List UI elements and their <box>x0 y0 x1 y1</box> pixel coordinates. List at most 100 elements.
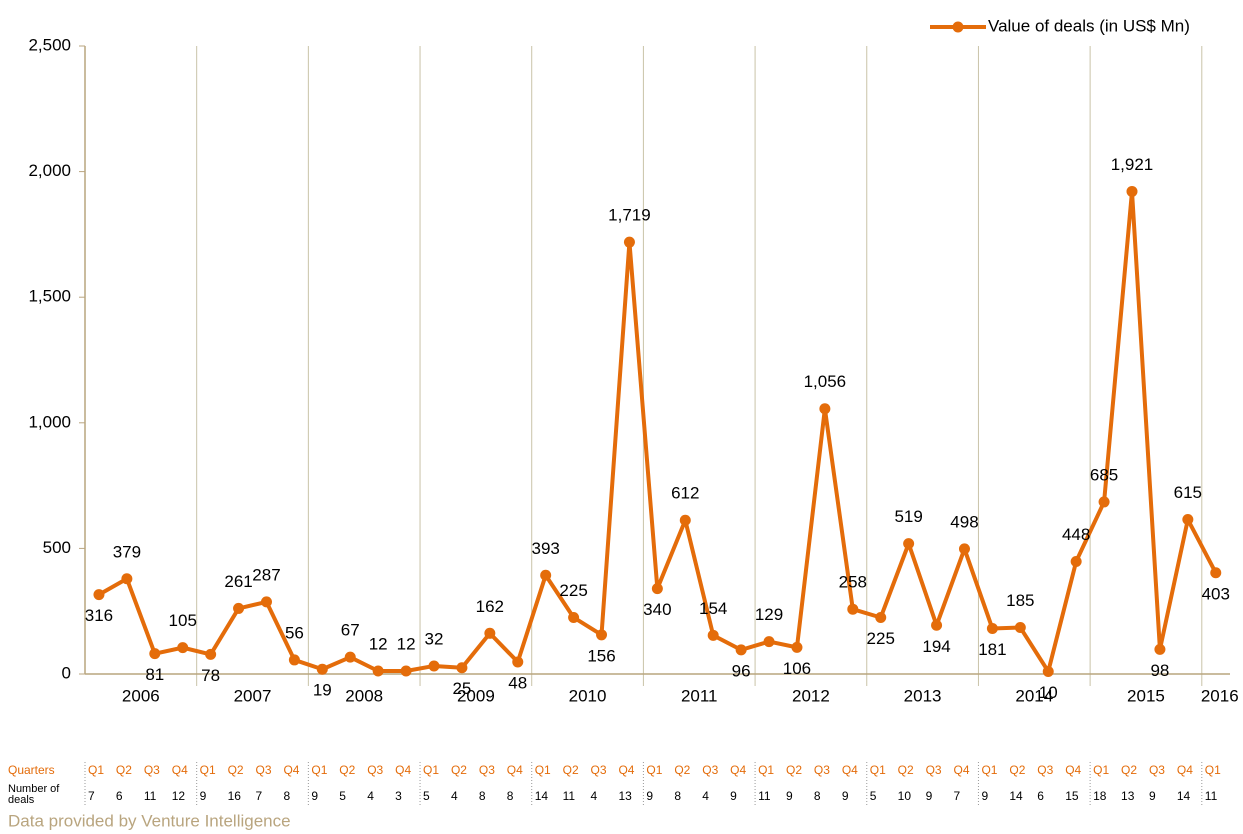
x-year-label: 2012 <box>792 686 830 705</box>
data-point <box>986 623 998 635</box>
data-label: 98 <box>1150 661 1169 680</box>
data-label: 105 <box>169 611 197 630</box>
table-row-label: Quarters <box>8 763 55 777</box>
data-label: 225 <box>867 629 895 648</box>
data-label: 19 <box>313 681 332 700</box>
data-point <box>679 514 691 526</box>
data-point <box>93 589 105 601</box>
table-deals: 14 <box>535 789 549 803</box>
table-deals: 5 <box>339 789 346 803</box>
data-label: 12 <box>369 634 388 653</box>
legend-label: Value of deals (in US$ Mn) <box>988 16 1190 35</box>
data-label: 81 <box>145 665 164 684</box>
table-quarter: Q1 <box>423 763 439 777</box>
data-point <box>149 648 161 660</box>
table-quarter: Q1 <box>981 763 997 777</box>
data-point <box>316 663 328 675</box>
table-quarter: Q1 <box>1093 763 1109 777</box>
table-quarter: Q3 <box>1037 763 1053 777</box>
data-point <box>651 583 663 595</box>
data-label: 106 <box>783 659 811 678</box>
data-point <box>177 642 189 654</box>
data-label: 25 <box>452 679 471 698</box>
data-point <box>735 644 747 656</box>
data-point <box>484 627 496 639</box>
data-label: 10 <box>1039 683 1058 702</box>
legend-marker <box>952 21 964 33</box>
table-quarter: Q1 <box>311 763 327 777</box>
data-label: 379 <box>113 542 141 561</box>
data-point <box>456 662 468 674</box>
table-quarter: Q1 <box>646 763 662 777</box>
table-quarter: Q1 <box>758 763 774 777</box>
data-label: 1,719 <box>608 206 651 225</box>
table-quarter: Q2 <box>451 763 467 777</box>
data-label: 519 <box>894 507 922 526</box>
table-quarter: Q2 <box>1009 763 1025 777</box>
y-tick-label: 1,500 <box>28 287 71 306</box>
data-point <box>763 636 775 648</box>
data-point <box>1014 622 1026 634</box>
data-point <box>707 629 719 641</box>
table-deals: 5 <box>423 789 430 803</box>
table-deals: 4 <box>591 789 598 803</box>
table-quarter: Q3 <box>591 763 607 777</box>
data-point <box>875 611 887 623</box>
x-year-label: 2011 <box>681 686 718 705</box>
table-quarter: Q1 <box>535 763 551 777</box>
data-point <box>1210 567 1222 579</box>
data-point <box>512 656 524 668</box>
data-label: 12 <box>397 634 416 653</box>
x-year-label: 2010 <box>569 686 607 705</box>
table-deals: 11 <box>1205 789 1218 803</box>
y-tick-label: 2,500 <box>28 35 71 54</box>
data-label: 258 <box>839 573 867 592</box>
table-quarter: Q2 <box>563 763 579 777</box>
x-year-label: 2007 <box>234 686 272 705</box>
table-quarter: Q1 <box>88 763 104 777</box>
table-deals: 7 <box>88 789 95 803</box>
table-deals: 3 <box>395 789 402 803</box>
data-point <box>1182 514 1194 526</box>
data-label: 1,056 <box>804 372 847 391</box>
table-quarter: Q1 <box>870 763 886 777</box>
table-deals: 8 <box>479 789 486 803</box>
table-quarter: Q3 <box>479 763 495 777</box>
data-label: 316 <box>85 606 113 625</box>
data-point <box>205 648 217 660</box>
table-deals: 8 <box>507 789 514 803</box>
table-deals: 4 <box>702 789 709 803</box>
table-quarter: Q2 <box>674 763 690 777</box>
table-quarter: Q2 <box>339 763 355 777</box>
data-label: 287 <box>252 565 280 584</box>
data-point <box>372 665 384 677</box>
table-deals: 9 <box>200 789 207 803</box>
data-point <box>819 403 831 415</box>
data-point <box>428 660 440 672</box>
table-quarter: Q3 <box>926 763 942 777</box>
table-deals: 13 <box>618 789 632 803</box>
data-point <box>931 619 943 631</box>
table-deals: 10 <box>898 789 912 803</box>
table-deals: 8 <box>283 789 290 803</box>
table-quarter: Q3 <box>814 763 830 777</box>
x-year-label: 2014 <box>1015 686 1053 705</box>
table-deals: 7 <box>954 789 961 803</box>
data-point <box>288 654 300 666</box>
table-deals: 14 <box>1177 789 1191 803</box>
table-quarter: Q2 <box>116 763 132 777</box>
x-year-label: 2015 <box>1127 686 1165 705</box>
data-label: 261 <box>224 572 252 591</box>
y-tick-label: 2,000 <box>28 161 71 180</box>
data-label: 181 <box>978 640 1006 659</box>
data-label: 340 <box>643 600 671 619</box>
data-label: 48 <box>508 673 527 692</box>
data-point <box>1098 496 1110 508</box>
x-year-label: 2016 <box>1201 686 1239 705</box>
table-deals: 9 <box>730 789 737 803</box>
x-year-label: 2006 <box>122 686 160 705</box>
table-deals: 15 <box>1065 789 1079 803</box>
y-tick-label: 0 <box>62 663 71 682</box>
data-point <box>260 596 272 608</box>
table-quarter: Q4 <box>283 763 299 777</box>
